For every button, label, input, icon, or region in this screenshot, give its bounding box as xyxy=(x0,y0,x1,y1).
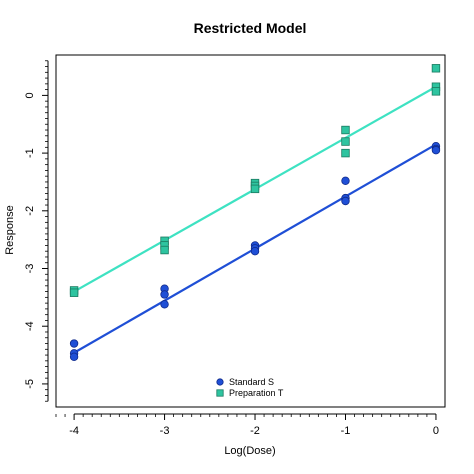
data-points xyxy=(69,64,441,361)
y-tick-label: -5 xyxy=(24,379,36,389)
x-axis-label: Log(Dose) xyxy=(224,445,275,457)
point-series-1 xyxy=(69,339,79,348)
point-series-1 xyxy=(431,146,441,155)
fit-lines xyxy=(73,85,437,354)
y-tick-label: -4 xyxy=(24,321,36,331)
point-series-2 xyxy=(160,245,169,255)
plot-box xyxy=(55,54,446,408)
x-tick-label: -4 xyxy=(69,425,79,437)
legend-marker-series-2 xyxy=(216,389,224,397)
x-tick-label: -1 xyxy=(341,425,351,437)
point-series-1 xyxy=(341,176,350,185)
y-axis: -5 -4 -3 -2 -1 0 xyxy=(24,60,49,402)
y-tick-label: 0 xyxy=(24,92,36,98)
point-series-2 xyxy=(69,288,79,297)
point-series-2 xyxy=(341,137,350,146)
y-tick-label: -2 xyxy=(24,206,36,216)
y-tick-label: -3 xyxy=(24,264,36,274)
y-tick-label: -1 xyxy=(24,148,36,158)
point-series-2 xyxy=(250,184,260,194)
point-series-2 xyxy=(341,148,350,158)
y-axis-label: Response xyxy=(4,205,16,255)
legend-marker-series-1 xyxy=(216,378,224,386)
point-series-1 xyxy=(160,290,169,299)
x-tick-label: 0 xyxy=(433,425,439,437)
point-series-1 xyxy=(341,196,350,206)
x-tick-label: -3 xyxy=(160,425,170,437)
point-series-2 xyxy=(431,64,441,73)
chart-title: Restricted Model xyxy=(194,20,307,36)
point-series-1 xyxy=(69,352,79,361)
legend-label-series-2: Preparation T xyxy=(229,388,284,398)
x-axis: -4 -3 -2 -1 0 xyxy=(55,413,439,437)
point-series-2 xyxy=(431,87,441,96)
point-series-1 xyxy=(250,246,260,256)
x-tick-label: -2 xyxy=(250,425,260,437)
legend-label-series-1: Standard S xyxy=(229,377,274,387)
point-series-2 xyxy=(341,125,350,135)
point-series-1 xyxy=(160,300,169,309)
